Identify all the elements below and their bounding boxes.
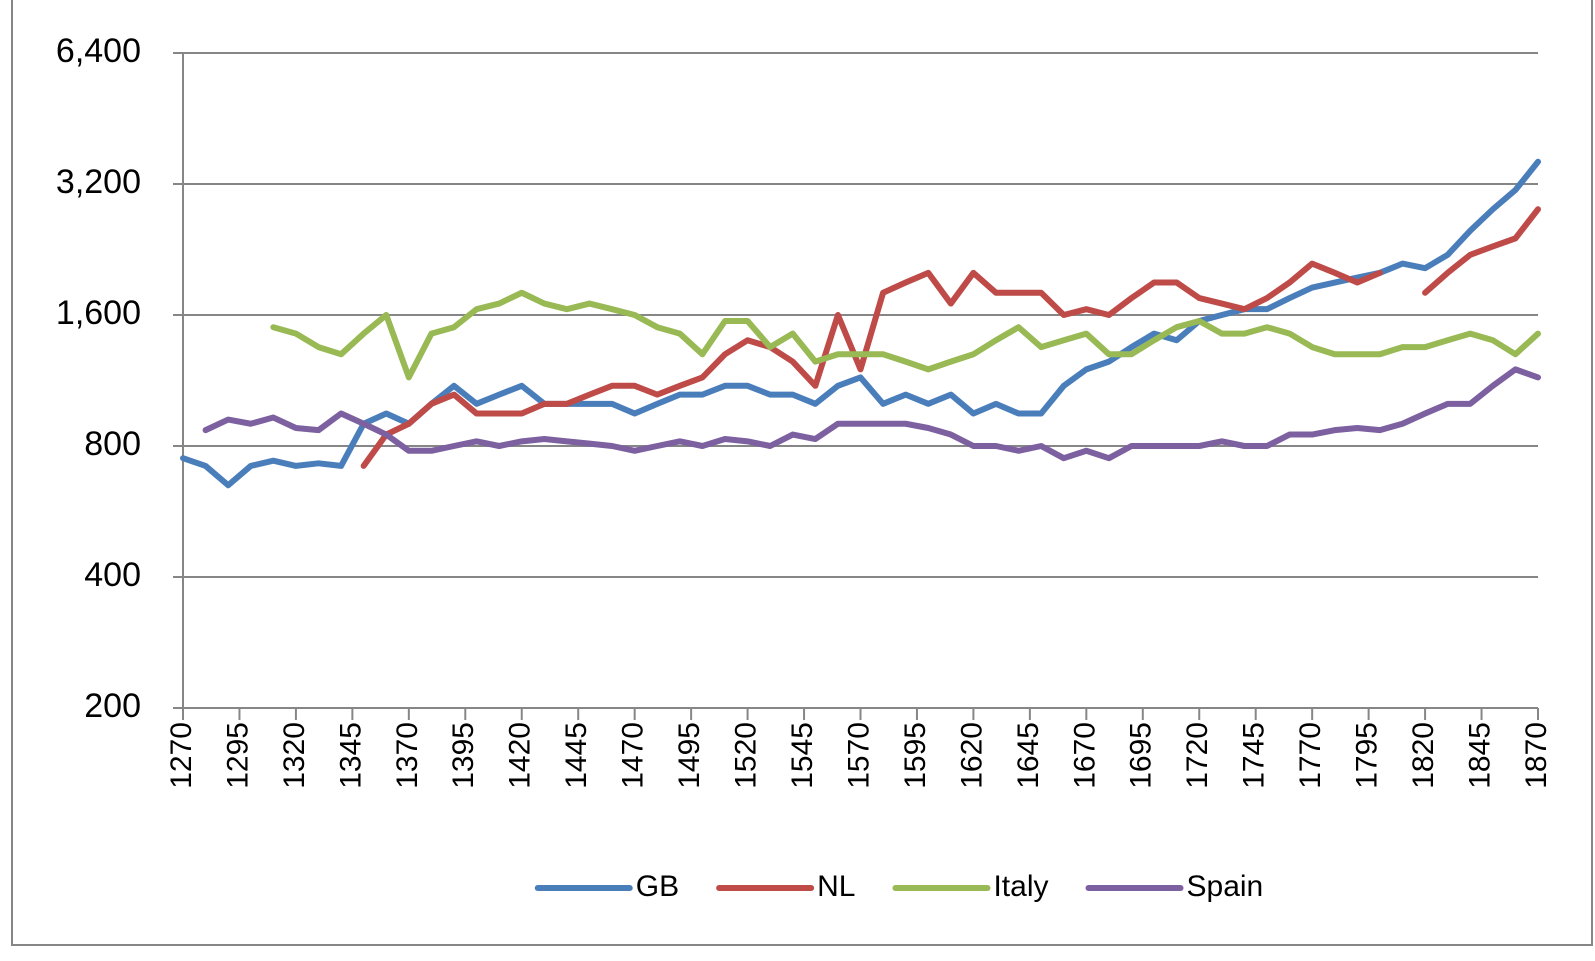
- legend-label: GB: [636, 870, 679, 903]
- y-tick-label: 400: [84, 556, 141, 594]
- x-tick-label: 1270: [165, 722, 198, 789]
- x-tick-label: 1595: [899, 722, 932, 789]
- x-tick-label: 1395: [447, 722, 480, 789]
- legend-item: Italy: [892, 870, 1049, 903]
- x-tick-label: 1820: [1407, 722, 1440, 789]
- series-line: [270, 289, 1541, 381]
- axes: 200 400 800 1,600 3,200 6,400 1270 1295 1320 1345…: [56, 32, 1553, 789]
- x-tick-label: 1745: [1238, 722, 1271, 789]
- x-tick-label: 1620: [955, 722, 988, 789]
- x-tick-label: 1370: [391, 722, 424, 789]
- x-tick-label: 1295: [221, 722, 254, 789]
- x-tick-label: 1720: [1181, 722, 1214, 789]
- x-tick-label: 1645: [1012, 722, 1045, 789]
- series-line: [202, 366, 1541, 462]
- x-tick-label: 1845: [1463, 722, 1496, 789]
- y-tick-label: 200: [84, 687, 141, 725]
- x-tick-label: 1545: [786, 722, 819, 789]
- y-tick-label: 3,200: [56, 163, 141, 201]
- x-tick-label: 1445: [560, 722, 593, 789]
- legend-label: Spain: [1187, 870, 1264, 903]
- chart-border: [11, 0, 1593, 946]
- x-tick-label: 1795: [1351, 722, 1384, 789]
- x-tick-label: 1770: [1294, 722, 1327, 789]
- x-tick-label: 1670: [1068, 722, 1101, 789]
- y-tick-label: 1,600: [56, 294, 141, 332]
- x-tick-label: 1345: [334, 722, 367, 789]
- legend-label: NL: [817, 870, 855, 903]
- x-tick-label: 1420: [504, 722, 537, 789]
- y-tick-label: 800: [84, 425, 141, 463]
- x-tick-label: 1570: [842, 722, 875, 789]
- x-tick-label: 1495: [673, 722, 706, 789]
- legend-item: NL: [716, 870, 855, 903]
- legend: GB NL Italy Spain: [534, 870, 1264, 903]
- legend-item: GB: [534, 870, 679, 903]
- legend-label: Italy: [993, 870, 1048, 903]
- x-tick-label: 1320: [278, 722, 311, 789]
- lines: [180, 158, 1541, 489]
- legend-item: Spain: [1085, 870, 1264, 903]
- x-tick-label: 1520: [730, 722, 763, 789]
- x-tick-label: 1695: [1125, 722, 1158, 789]
- y-tick-label: 6,400: [56, 32, 141, 70]
- series-line: [360, 206, 1541, 469]
- x-tick-label: 1870: [1520, 722, 1553, 789]
- x-tick-label: 1470: [617, 722, 650, 789]
